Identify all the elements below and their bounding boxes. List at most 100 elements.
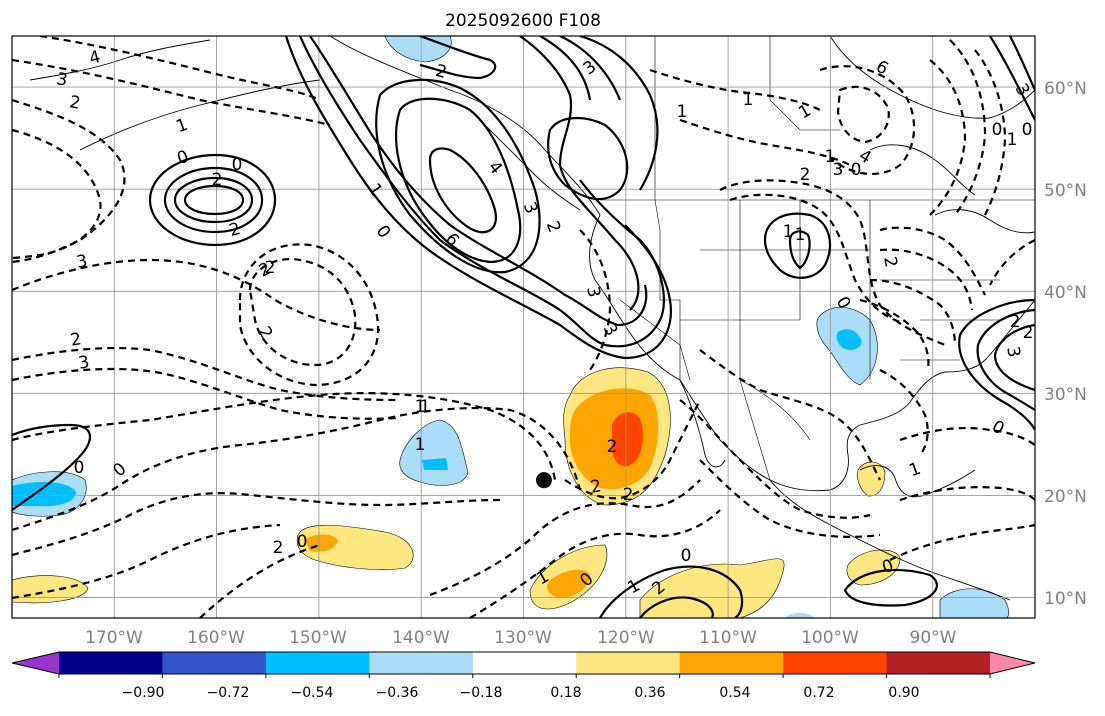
longitude-labels: 170°W 160°W 150°W 140°W 130°W 120°W 110°… [85, 628, 957, 648]
colorbar-tick-labels: −0.90 −0.72 −0.54 −0.36 −0.18 0.18 0.36 … [122, 685, 920, 701]
colorbar-tick-label: 0.72 [803, 685, 834, 701]
contour-label: 2 [879, 255, 901, 269]
dashed-contour [12, 58, 331, 127]
border [680, 200, 870, 441]
lon-label: 110°W [699, 628, 757, 648]
solid-contour [428, 147, 498, 234]
colorbar-tick-label: 0.36 [634, 685, 665, 701]
dashed-contour [429, 479, 701, 597]
colorbar-extend-high [990, 652, 1035, 674]
colorbar-segment [679, 652, 784, 674]
dashed-contour [899, 426, 1035, 446]
dashed-contour [859, 298, 930, 371]
solid-contour [375, 78, 541, 274]
dashed-contour [12, 346, 401, 402]
contour-label: 1 [825, 147, 836, 167]
border [654, 36, 681, 380]
contour-label: 2 [265, 258, 276, 278]
contour-label: 3 [55, 69, 69, 91]
contour-label: 0 [1022, 120, 1033, 140]
contour-label: 2 [433, 61, 449, 83]
solid-contour [843, 568, 938, 607]
solid-contour [993, 323, 1035, 392]
contour-label: 1 [415, 397, 426, 417]
lon-label: 150°W [289, 628, 347, 648]
colorbar-tick-label: 0.90 [888, 685, 919, 701]
solid-contour [419, 36, 497, 80]
dashed-contour [949, 39, 987, 216]
lat-label: 30°N [1044, 385, 1087, 405]
dashed-contour [12, 367, 401, 420]
solid-contour [763, 212, 832, 279]
dashed-contour [879, 369, 929, 456]
contour-label: 1 [677, 102, 688, 122]
lon-label: 100°W [801, 628, 859, 648]
contour-label: 0 [851, 160, 862, 180]
solid-contour [976, 308, 1035, 411]
solid-contour [559, 36, 622, 101]
solid-contour [639, 596, 714, 618]
contour-label: 1 [783, 222, 794, 242]
contour-label: 0 [681, 546, 692, 566]
location-marker [535, 472, 552, 489]
dashed-contour [12, 392, 557, 481]
lon-label: 130°W [494, 628, 552, 648]
negative-anomaly-region [399, 419, 469, 486]
dashed-contour [238, 243, 380, 387]
lon-label: 140°W [392, 628, 450, 648]
coastline [679, 379, 726, 468]
contour-label: 2 [273, 538, 284, 558]
solid-contour [394, 97, 522, 264]
contour-label: 0 [992, 120, 1003, 140]
coastline [934, 209, 1035, 234]
colorbar-tick-label: −0.36 [376, 685, 419, 701]
positive-anomaly-region [12, 575, 89, 604]
contour-label: 2 [1023, 323, 1034, 343]
solid-contour [989, 36, 1035, 121]
dashed-contour [248, 257, 357, 367]
solid-contour [547, 116, 629, 201]
coastline [79, 79, 321, 151]
dashed-contour [836, 85, 890, 144]
solid-contour [12, 423, 92, 511]
colorbar-tick-label: 0.54 [719, 685, 750, 701]
dashed-contour [719, 179, 946, 347]
solid-contour [183, 184, 245, 216]
coastline-layer [29, 36, 1035, 601]
lon-label: 160°W [187, 628, 245, 648]
positive-anomaly-region [611, 412, 643, 467]
solid-contour [519, 36, 640, 311]
colorbar-tick-label: 0.18 [550, 685, 581, 701]
dashed-contour [929, 59, 967, 216]
colorbar-tick-label: −0.54 [291, 685, 334, 701]
colorbar-tick-label: −0.90 [122, 685, 165, 701]
colorbar-segment [472, 652, 577, 674]
positive-anomaly-region [857, 461, 886, 497]
dashed-contour [879, 248, 974, 311]
solid-contour [1009, 36, 1035, 91]
colorbar-segment [162, 652, 267, 674]
negative-anomaly-region [836, 329, 862, 350]
lat-label: 40°N [1044, 283, 1087, 303]
dashed-contour [39, 36, 321, 101]
dashed-contour [12, 492, 501, 557]
contour-label: 2 [68, 92, 82, 114]
contour-label: 2 [227, 219, 243, 241]
coastline [479, 119, 581, 211]
dashed-contour [889, 523, 1035, 561]
solid-contour [148, 153, 277, 247]
coastline [859, 465, 976, 498]
dashed-contour [679, 118, 851, 166]
dashed-contour [12, 258, 381, 332]
positive-anomaly-region [639, 558, 785, 618]
negative-anomaly-region [12, 482, 76, 507]
solid-contour [284, 36, 672, 360]
lat-label: 20°N [1044, 487, 1087, 507]
contour-label: 0 [74, 458, 85, 478]
solid-contour [163, 166, 264, 234]
contour-label: 2 [1010, 312, 1021, 332]
dashed-contour [899, 486, 1035, 502]
map-panel: 4 3 2 1 0 2 2 3 0 2 2 1 2 3 2 1 0 3 4 6 … [12, 36, 1035, 618]
lat-label: 10°N [1044, 589, 1087, 609]
contour-label: 4 [87, 47, 103, 69]
